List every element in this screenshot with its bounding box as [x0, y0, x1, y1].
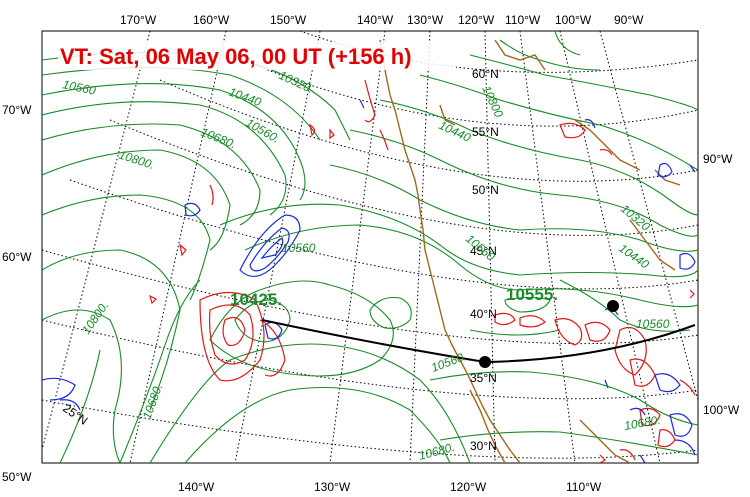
svg-text:35°N: 35°N — [470, 371, 497, 385]
svg-text:10560: 10560 — [636, 317, 670, 331]
svg-text:40°N: 40°N — [470, 307, 497, 321]
svg-text:160°W: 160°W — [193, 13, 230, 27]
meridian-lines — [42, 31, 698, 463]
positive-vorticity-contours — [149, 79, 696, 463]
negative-vorticity-contours — [42, 99, 696, 463]
left-labels: 70°W 60°W 50°W — [2, 103, 32, 484]
svg-text:10560: 10560 — [282, 241, 316, 255]
coastlines — [379, 39, 681, 463]
bottom-lon-labels: 140°W 130°W 120°W 110°W — [178, 480, 602, 494]
svg-text:110°W: 110°W — [505, 13, 541, 27]
svg-text:130°W: 130°W — [314, 480, 351, 494]
svg-text:110°W: 110°W — [566, 480, 602, 494]
svg-text:10560: 10560 — [61, 77, 97, 98]
svg-text:10680.: 10680. — [623, 413, 662, 433]
svg-text:100°W: 100°W — [703, 403, 740, 417]
high-center-value: 10555. — [506, 285, 558, 304]
svg-text:70°W: 70°W — [2, 103, 32, 117]
svg-text:50°W: 50°W — [2, 470, 32, 484]
top-lon-labels: 170°W 160°W 150°W 140°W 130°W 120°W 110°… — [120, 13, 644, 27]
svg-text:90°W: 90°W — [703, 152, 733, 166]
svg-text:45°N: 45°N — [470, 244, 497, 258]
track-point-west — [479, 356, 491, 368]
svg-text:100°W: 100°W — [555, 13, 592, 27]
svg-text:150°W: 150°W — [270, 13, 307, 27]
map-frame — [41, 30, 699, 464]
svg-text:60°N: 60°N — [472, 67, 499, 81]
title-backdrop — [58, 42, 456, 70]
track-point-east — [607, 300, 619, 312]
svg-text:30°N: 30°N — [470, 439, 497, 453]
svg-text:120°W: 120°W — [450, 480, 487, 494]
low-center-value: 10425. — [230, 290, 282, 309]
svg-text:90°W: 90°W — [614, 13, 644, 27]
right-labels: 90°W 100°W — [703, 152, 740, 417]
svg-text:55°N: 55°N — [472, 125, 499, 139]
svg-text:60°W: 60°W — [2, 250, 32, 264]
svg-text:120°W: 120°W — [458, 13, 495, 27]
forecast-title: VT: Sat, 06 May 06, 00 UT (+156 h) — [60, 44, 412, 69]
svg-text:130°W: 130°W — [407, 13, 444, 27]
svg-text:170°W: 170°W — [120, 13, 157, 27]
svg-text:140°W: 140°W — [357, 13, 394, 27]
parallel-lines — [42, 31, 698, 459]
svg-text:50°N: 50°N — [472, 183, 499, 197]
svg-text:140°W: 140°W — [178, 480, 215, 494]
